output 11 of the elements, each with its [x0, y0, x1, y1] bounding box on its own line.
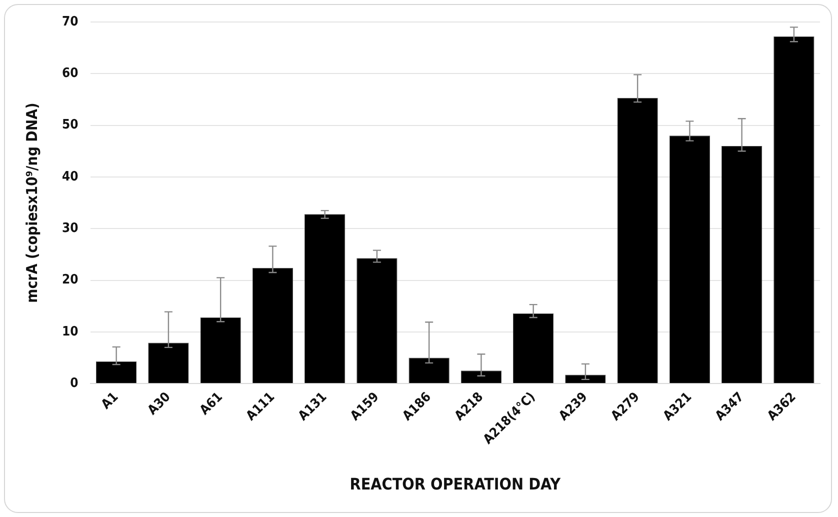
y-tick-label: 50 — [62, 118, 78, 133]
x-axis-title: REACTOR OPERATION DAY — [350, 474, 562, 494]
y-tick-label: 0 — [70, 376, 78, 391]
y-tick-label: 40 — [62, 169, 78, 184]
y-tick-label: 60 — [62, 66, 78, 82]
y-axis-title: mcrA (copiesx10⁹/ng DNA) — [22, 102, 41, 303]
y-tick-label: 20 — [62, 272, 78, 288]
y-tick-label: 30 — [62, 221, 78, 236]
y-tick-label: 70 — [62, 14, 78, 30]
x-tick-label: A1 — [98, 390, 122, 412]
y-tick-label: 10 — [62, 324, 78, 340]
